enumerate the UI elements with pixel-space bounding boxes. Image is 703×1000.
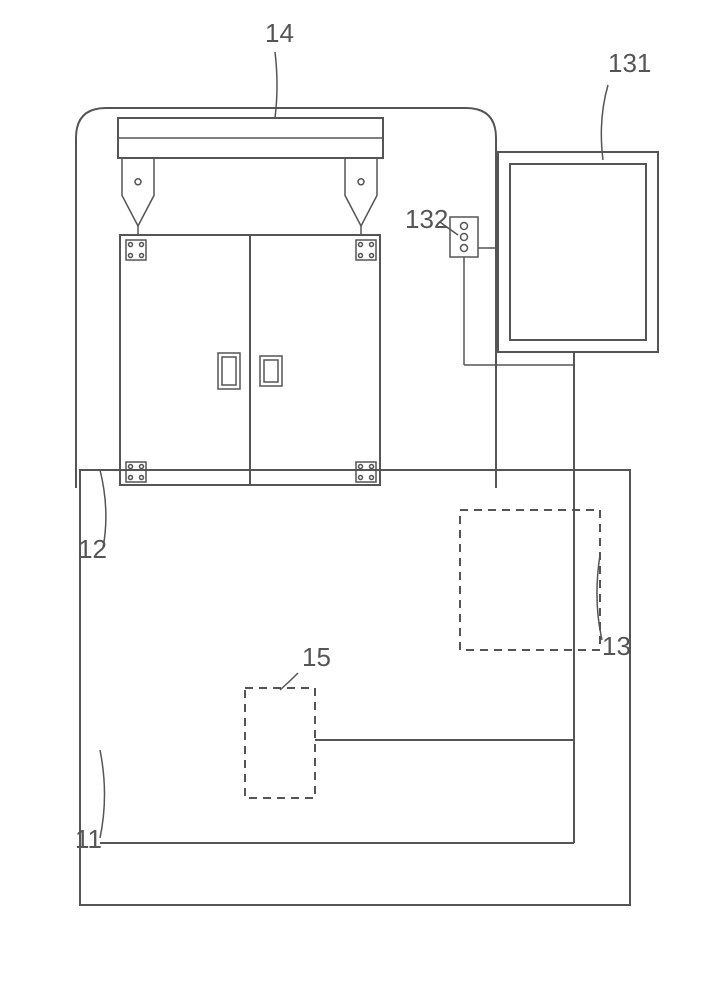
indicator-132-dot-1: [461, 234, 468, 241]
dashed-box-13: [460, 510, 600, 650]
dashed-box-15: [245, 688, 315, 798]
label-14: 14: [265, 18, 294, 48]
monitor-131-inner: [510, 164, 646, 340]
label-131: 131: [608, 48, 651, 78]
label-13: 13: [602, 631, 631, 661]
label-11: 11: [75, 824, 102, 854]
bar-end-right: [345, 158, 377, 226]
base-box-11: [80, 470, 630, 905]
label-132: 132: [405, 204, 448, 234]
label-15: 15: [302, 642, 331, 672]
upper-rounded-box-12: [76, 108, 496, 488]
indicator-132-dot-0: [461, 223, 468, 230]
label-12: 12: [78, 534, 107, 564]
indicator-132-dot-2: [461, 245, 468, 252]
monitor-131-outer: [498, 152, 658, 352]
bar-end-left: [122, 158, 154, 226]
